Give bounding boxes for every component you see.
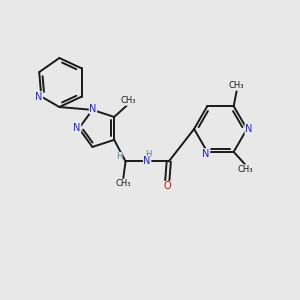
Text: CH₃: CH₃ [229, 81, 244, 90]
Text: H: H [116, 152, 122, 161]
Text: N: N [74, 123, 81, 133]
Text: N: N [35, 92, 43, 102]
Text: N: N [245, 124, 252, 134]
Text: N: N [143, 157, 151, 166]
Text: CH₃: CH₃ [116, 179, 131, 188]
Text: N: N [202, 149, 210, 159]
Text: O: O [164, 182, 171, 191]
Text: CH₃: CH₃ [120, 96, 136, 105]
Text: CH₃: CH₃ [238, 165, 254, 174]
Text: H: H [145, 150, 152, 159]
Text: N: N [89, 104, 97, 114]
